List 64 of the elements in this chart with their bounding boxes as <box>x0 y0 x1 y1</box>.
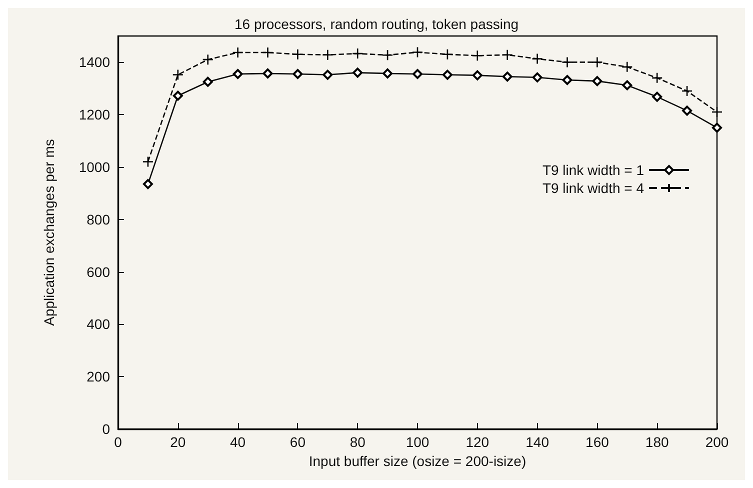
point <box>502 72 512 82</box>
point <box>292 48 304 60</box>
point <box>442 70 452 80</box>
y-tick-label: 800 <box>86 211 110 228</box>
x-tick-label: 180 <box>645 434 669 450</box>
point <box>502 49 513 61</box>
x-tick-label: 160 <box>586 434 610 450</box>
point <box>202 54 214 66</box>
point <box>532 53 543 64</box>
point <box>202 76 213 87</box>
point <box>382 68 393 78</box>
point <box>622 61 633 73</box>
y-tick-label: 600 <box>86 264 110 280</box>
point <box>622 80 632 90</box>
point <box>592 76 602 86</box>
point <box>412 68 422 79</box>
point <box>262 68 273 78</box>
point <box>562 75 572 86</box>
point <box>472 50 484 62</box>
point <box>681 85 693 97</box>
chart-title: 16 processors, random routing, token passing <box>234 16 519 32</box>
point <box>651 72 663 84</box>
point <box>172 90 183 101</box>
legend-label: T9 link width = 4 <box>542 180 644 196</box>
y-axis-title: Application exchanges per ms <box>41 139 57 326</box>
x-tick-label: 20 <box>170 434 186 450</box>
y-tick-label: 400 <box>86 316 110 332</box>
point <box>352 48 364 60</box>
point <box>322 49 334 61</box>
point <box>592 56 603 68</box>
point <box>172 69 184 80</box>
point <box>232 68 243 79</box>
y-tick-label: 1400 <box>78 54 110 70</box>
x-tick-label: 120 <box>466 434 490 450</box>
point <box>322 70 333 80</box>
x-tick-label: 140 <box>526 434 550 450</box>
legend-label: T9 link width = 1 <box>542 162 644 178</box>
point <box>472 70 482 80</box>
x-tick-label: 60 <box>290 434 306 450</box>
point <box>711 106 723 118</box>
x-tick-label: 100 <box>406 434 430 450</box>
point <box>382 49 394 61</box>
x-tick-label: 40 <box>230 434 246 450</box>
point <box>292 68 303 79</box>
point <box>442 48 454 60</box>
x-tick-label: 0 <box>114 434 122 450</box>
y-tick-label: 1200 <box>78 106 110 123</box>
point <box>712 122 722 133</box>
point <box>352 68 363 78</box>
y-tick-label: 1000 <box>78 159 110 175</box>
y-tick-label: 0 <box>102 421 110 437</box>
point <box>412 46 424 58</box>
point <box>142 179 153 190</box>
point <box>232 46 244 58</box>
x-tick-label: 80 <box>350 434 366 450</box>
x-tick-label: 200 <box>705 434 729 450</box>
point <box>562 56 573 68</box>
point <box>682 106 692 116</box>
point <box>532 72 542 82</box>
point <box>142 156 154 168</box>
y-tick-label: 200 <box>86 368 110 385</box>
point <box>262 46 274 58</box>
x-axis-title: Input buffer size (osize = 200-isize) <box>308 452 526 469</box>
point <box>652 92 662 102</box>
